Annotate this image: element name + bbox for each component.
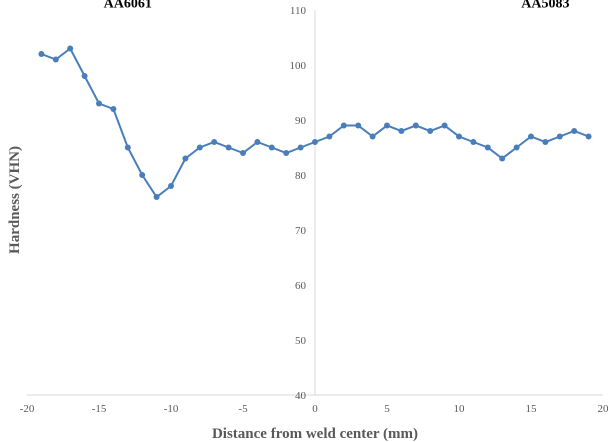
x-tick-label: -5 xyxy=(238,403,248,415)
data-point xyxy=(369,133,376,140)
x-axis-title: Distance from weld center (mm) xyxy=(212,426,418,442)
y-tick-label: 90 xyxy=(295,115,307,127)
x-tick-label: -15 xyxy=(92,403,107,415)
x-tick-labels: -20 -15 -10 -5 0 5 10 15 20 xyxy=(20,403,608,415)
data-point xyxy=(196,144,203,151)
x-tick-label: -10 xyxy=(164,403,179,415)
data-point xyxy=(153,194,160,200)
data-point xyxy=(38,51,45,57)
data-point xyxy=(528,133,534,140)
data-point xyxy=(124,144,131,151)
y-tick-label: 60 xyxy=(295,280,307,292)
y-tick-label: 50 xyxy=(295,335,307,347)
data-point xyxy=(283,150,290,156)
data-point xyxy=(398,128,405,134)
data-point xyxy=(571,128,578,134)
data-point xyxy=(427,128,434,134)
data-point xyxy=(484,144,491,151)
data-point xyxy=(110,106,117,112)
data-point xyxy=(441,122,448,129)
hardness-series-markers xyxy=(38,45,592,200)
data-point xyxy=(355,122,362,129)
data-point xyxy=(326,133,333,140)
y-tick-label: 70 xyxy=(295,225,307,237)
x-tick-label: 0 xyxy=(312,403,318,415)
data-point xyxy=(254,139,261,145)
region-label: AA6061 xyxy=(104,0,152,11)
y-tick-label: 80 xyxy=(295,170,307,182)
data-point xyxy=(182,155,189,162)
y-tick-label: 110 xyxy=(290,5,307,17)
y-tick-label: 100 xyxy=(290,60,307,72)
data-point xyxy=(211,139,218,145)
data-point xyxy=(67,45,74,52)
region-label: AA5083 xyxy=(521,0,569,11)
x-tick-label: 5 xyxy=(384,403,390,415)
data-point xyxy=(513,144,520,151)
y-tick-labels: 40 50 60 70 80 90 100 110 xyxy=(290,5,307,402)
x-tick-label: 15 xyxy=(526,403,538,415)
x-tick-label: -20 xyxy=(20,403,35,415)
region-labels: AA6061 AA5083 xyxy=(104,0,570,11)
data-point xyxy=(139,172,146,178)
data-point xyxy=(340,122,347,129)
data-point xyxy=(268,144,275,151)
data-point xyxy=(312,139,318,145)
data-point xyxy=(499,155,506,162)
data-point xyxy=(225,144,232,151)
x-tick-label: 10 xyxy=(454,403,466,415)
y-axis-title: Hardness (VHN) xyxy=(7,146,23,254)
data-point xyxy=(52,56,59,63)
data-point xyxy=(96,100,102,107)
data-point xyxy=(556,133,563,140)
data-point xyxy=(240,150,246,156)
data-point xyxy=(412,122,419,129)
data-point xyxy=(470,139,477,145)
data-point xyxy=(81,73,88,79)
data-point xyxy=(456,133,462,140)
data-point xyxy=(297,144,304,151)
data-point xyxy=(384,122,390,129)
data-point xyxy=(168,183,174,189)
x-tick-label: 20 xyxy=(598,403,608,415)
data-point xyxy=(585,133,592,140)
y-tick-label: 40 xyxy=(295,390,307,402)
data-point xyxy=(542,139,549,145)
